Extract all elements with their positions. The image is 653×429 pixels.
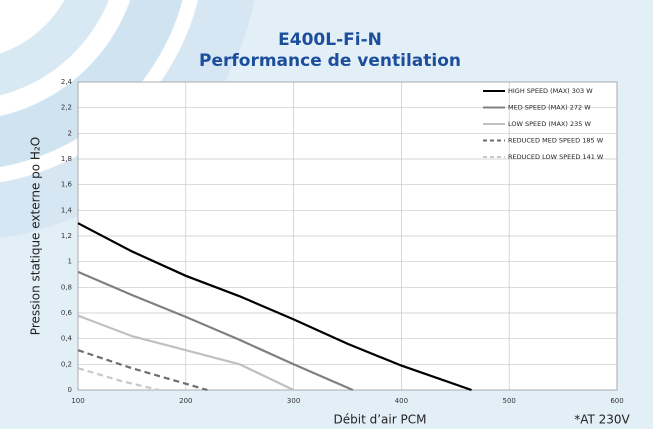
legend-label: MED SPEED (MAX) 272 W [508, 104, 591, 112]
y-tick-label: 1,4 [61, 206, 73, 214]
y-tick-label: 1,6 [61, 181, 73, 189]
x-tick-label: 400 [395, 397, 408, 405]
y-tick-label: 0 [68, 386, 72, 394]
legend-label: HIGH SPEED (MAX) 303 W [508, 87, 593, 95]
y-tick-label: 0,2 [61, 360, 72, 368]
series-line [77, 314, 295, 391]
y-tick-label: 1,8 [61, 155, 72, 163]
plot-border [77, 81, 618, 391]
series-line [77, 222, 472, 392]
y-tick-label: 0,8 [61, 283, 72, 291]
note: *AT 230V [574, 413, 630, 427]
x-tick-label: 100 [71, 397, 84, 405]
y-tick-label: 1 [68, 258, 72, 266]
y-tick-label: 2 [68, 129, 72, 137]
y-tick-label: 0,6 [61, 309, 73, 317]
y-tick-label: 0,4 [61, 335, 73, 343]
series-line [77, 367, 160, 392]
y-tick-label: 2,4 [61, 78, 73, 86]
chart-title: E400L-Fi-N [278, 30, 382, 50]
chart-subtitle: Performance de ventilation [199, 51, 461, 71]
x-tick-label: 200 [179, 397, 192, 405]
series-line [77, 270, 354, 392]
legend-label: REDUCED LOW SPEED 141 W [508, 153, 604, 161]
legend-label: LOW SPEED (MAX) 235 W [508, 120, 591, 128]
y-axis-label: Pression statique externe po H₂O [29, 137, 43, 335]
x-axis-label: Débit d’air PCM [334, 413, 427, 427]
x-tick-label: 600 [610, 397, 623, 405]
y-tick-label: 1,2 [61, 232, 72, 240]
x-tick-label: 300 [287, 397, 300, 405]
legend-label: REDUCED MED SPEED 185 W [508, 137, 604, 145]
y-tick-label: 2,2 [61, 104, 72, 112]
x-tick-label: 500 [503, 397, 516, 405]
